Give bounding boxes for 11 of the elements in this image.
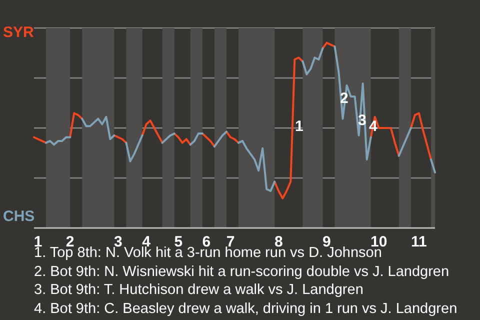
annotation: 3 <box>358 112 366 129</box>
annotation: 2 <box>340 90 348 107</box>
text: 2. Bot 9th: N. Wisniewski hit a run-scoring double vs J. Landgren <box>34 262 450 281</box>
annotation: 1 <box>295 118 304 135</box>
text: SYR <box>3 24 34 41</box>
x-tick-label: 11 <box>411 234 427 251</box>
text: 4. Bot 9th: C. Beasley drew a walk, driving in 1 run vs J. Landgren <box>34 300 458 318</box>
x-tick-label: 9 <box>322 234 331 251</box>
annotation: CHS <box>3 208 35 225</box>
x-tick-label: 3 <box>114 234 122 251</box>
text: 3. Bot 9th: T. Hutchison drew a walk vs J. Landgren <box>34 281 364 300</box>
